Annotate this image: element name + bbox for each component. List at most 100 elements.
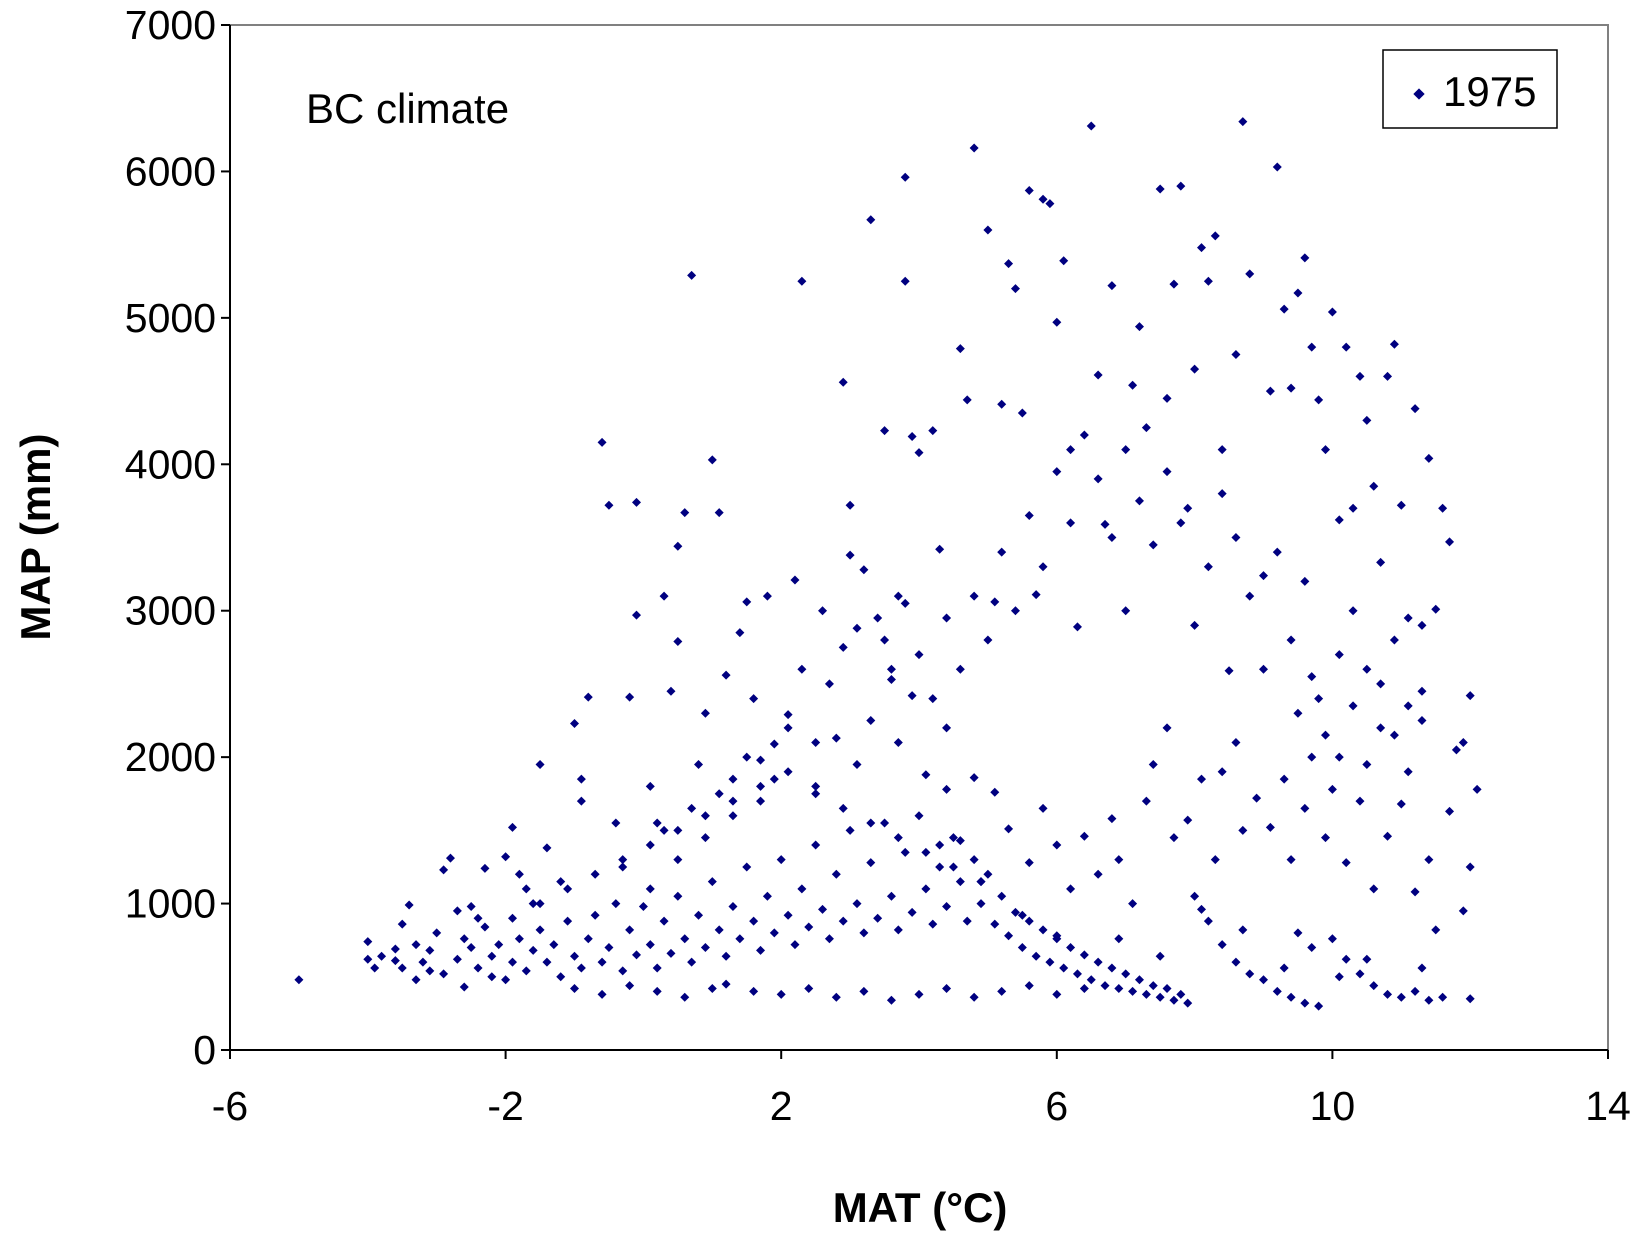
data-point bbox=[900, 847, 910, 857]
data-point bbox=[418, 957, 428, 967]
data-point bbox=[1307, 672, 1317, 682]
data-point bbox=[1389, 635, 1399, 645]
data-point bbox=[1272, 986, 1282, 996]
data-point bbox=[680, 508, 690, 518]
data-point bbox=[1410, 404, 1420, 414]
data-point bbox=[480, 863, 490, 873]
data-point bbox=[1121, 445, 1131, 455]
data-point bbox=[728, 902, 738, 911]
data-point bbox=[432, 928, 442, 938]
data-point bbox=[893, 738, 903, 747]
data-point bbox=[1093, 957, 1103, 967]
data-point bbox=[1196, 243, 1206, 253]
data-point bbox=[507, 913, 517, 923]
data-point bbox=[1445, 806, 1455, 816]
data-point bbox=[397, 919, 407, 929]
data-point bbox=[1341, 858, 1351, 868]
data-point bbox=[1190, 620, 1200, 630]
data-point bbox=[1100, 519, 1110, 529]
data-point bbox=[466, 943, 476, 952]
data-point bbox=[1100, 981, 1110, 991]
data-point bbox=[1293, 288, 1303, 298]
data-point bbox=[1259, 975, 1268, 985]
data-point bbox=[1293, 928, 1303, 938]
data-point bbox=[528, 945, 538, 955]
y-axis: 0 1000 2000 3000 4000 5000 6000 7000 bbox=[125, 2, 231, 1073]
data-point bbox=[645, 884, 655, 894]
data-point bbox=[1431, 604, 1441, 614]
legend-label: 1975 bbox=[1443, 68, 1536, 115]
data-point bbox=[1410, 887, 1420, 897]
data-point bbox=[370, 963, 380, 973]
x-tick-label: 2 bbox=[770, 1083, 793, 1129]
data-point bbox=[1403, 613, 1413, 623]
data-point bbox=[942, 902, 952, 911]
data-point bbox=[997, 986, 1007, 996]
x-tick-label: 10 bbox=[1310, 1083, 1356, 1129]
data-point bbox=[494, 940, 504, 950]
data-point bbox=[749, 916, 759, 926]
data-point bbox=[1424, 855, 1434, 865]
data-point bbox=[886, 995, 896, 1005]
data-point bbox=[694, 759, 704, 769]
data-point bbox=[845, 825, 855, 835]
data-point bbox=[645, 940, 655, 950]
data-point bbox=[756, 796, 766, 806]
data-point bbox=[769, 774, 779, 784]
data-point bbox=[783, 767, 793, 777]
data-point bbox=[776, 855, 786, 865]
data-point bbox=[1134, 322, 1144, 332]
data-point bbox=[1169, 279, 1179, 289]
data-point bbox=[962, 395, 972, 405]
data-point bbox=[1079, 430, 1089, 440]
data-point bbox=[1224, 666, 1234, 676]
data-point bbox=[466, 902, 476, 911]
data-point bbox=[1445, 537, 1455, 547]
data-point bbox=[742, 752, 752, 762]
data-point bbox=[1107, 814, 1117, 824]
data-point bbox=[721, 670, 731, 680]
data-point bbox=[439, 865, 449, 875]
data-point bbox=[1128, 986, 1138, 996]
data-point bbox=[487, 972, 497, 982]
data-point bbox=[1107, 533, 1117, 542]
data-point bbox=[1396, 799, 1406, 809]
data-point bbox=[645, 840, 655, 850]
data-point bbox=[859, 986, 869, 996]
data-point bbox=[707, 984, 717, 993]
data-point bbox=[921, 884, 931, 894]
data-point bbox=[907, 431, 917, 441]
data-point bbox=[535, 925, 545, 935]
data-point bbox=[1059, 256, 1069, 266]
data-point bbox=[411, 940, 421, 950]
data-point bbox=[1052, 467, 1062, 477]
data-points bbox=[294, 117, 1482, 1011]
data-point bbox=[1203, 562, 1213, 572]
data-point bbox=[556, 972, 566, 982]
data-point bbox=[1348, 701, 1358, 711]
data-point bbox=[652, 818, 662, 828]
data-point bbox=[1210, 855, 1220, 865]
data-point bbox=[914, 811, 924, 821]
data-point bbox=[680, 992, 690, 1002]
data-point bbox=[1203, 276, 1213, 286]
data-point bbox=[714, 508, 724, 518]
data-point bbox=[507, 957, 517, 967]
data-point bbox=[1217, 445, 1227, 455]
data-point bbox=[728, 796, 738, 806]
data-point bbox=[749, 694, 759, 704]
data-point bbox=[1038, 562, 1048, 572]
y-tick-label: 0 bbox=[193, 1027, 216, 1073]
data-point bbox=[935, 840, 945, 850]
data-point bbox=[1355, 796, 1365, 806]
data-point bbox=[1010, 606, 1020, 616]
data-point bbox=[866, 858, 876, 868]
data-point bbox=[1348, 503, 1358, 513]
data-point bbox=[535, 899, 545, 909]
data-point bbox=[1307, 752, 1317, 762]
data-point bbox=[852, 623, 862, 633]
x-axis: -6 -2 2 6 10 14 bbox=[212, 1049, 1631, 1129]
data-point bbox=[590, 910, 600, 920]
legend-box bbox=[1382, 49, 1558, 129]
data-point bbox=[742, 862, 752, 872]
